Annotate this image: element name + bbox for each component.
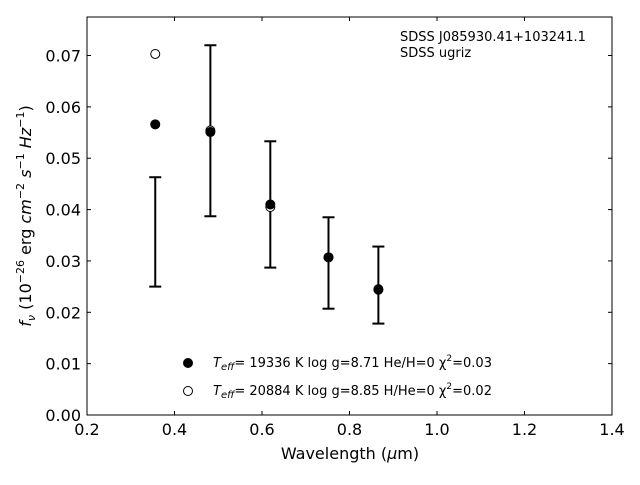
legend: Teff= 19336 K log g=8.71 He/H=0 χ2=0.03 … — [183, 354, 492, 401]
svg-text:fν (10−26 erg cm−2 s−1 Hz−1): fν (10−26 erg cm−2 s−1 Hz−1) — [14, 105, 38, 326]
x-tick-label: 0.2 — [74, 420, 99, 439]
data-point-open — [150, 48, 161, 59]
y-tick-label: 0.05 — [45, 149, 81, 168]
y-tick-label: 0.00 — [45, 406, 81, 425]
x-tick-label: 1.2 — [512, 420, 537, 439]
y-tick-label: 0.04 — [45, 201, 81, 220]
x-tick-label: 1.0 — [424, 420, 449, 439]
data-point-filled — [150, 119, 161, 130]
legend-label-2: Teff= 20884 K log g=8.85 H/He=0 χ2=0.02 — [213, 382, 492, 401]
y-axis-label: fν (10−26 erg cm−2 s−1 Hz−1) — [14, 105, 38, 326]
data-points — [150, 48, 384, 295]
x-tick-label: 0.6 — [249, 420, 274, 439]
legend-label-1: Teff= 19336 K log g=8.71 He/H=0 χ2=0.03 — [213, 354, 492, 373]
annotation-line2: SDSS ugriz — [400, 46, 471, 61]
error-bars — [149, 44, 385, 325]
legend-marker-open-circle — [183, 386, 193, 396]
y-tick-label: 0.02 — [45, 303, 81, 322]
x-axis-label: Wavelength (μm) — [281, 444, 419, 463]
y-tick-label: 0.03 — [45, 252, 81, 271]
data-point-filled — [373, 284, 384, 295]
y-tick-label: 0.07 — [45, 47, 81, 66]
x-tick-label: 1.4 — [599, 420, 624, 439]
data-point-filled — [265, 199, 276, 210]
data-point-filled — [205, 127, 216, 138]
y-tick-label: 0.01 — [45, 355, 81, 374]
axis-ticks: 0.2 0.4 0.6 0.8 1.0 1.2 1.4 0.00 0.01 0.02 0.03 0.0… — [45, 17, 625, 439]
legend-marker-filled-circle — [183, 358, 193, 368]
x-tick-label: 0.8 — [337, 420, 362, 439]
data-point-filled — [323, 252, 334, 263]
annotation-line1: SDSS J085930.41+103241.1 — [400, 30, 586, 45]
x-tick-label: 0.4 — [162, 420, 187, 439]
y-tick-label: 0.06 — [45, 98, 81, 117]
